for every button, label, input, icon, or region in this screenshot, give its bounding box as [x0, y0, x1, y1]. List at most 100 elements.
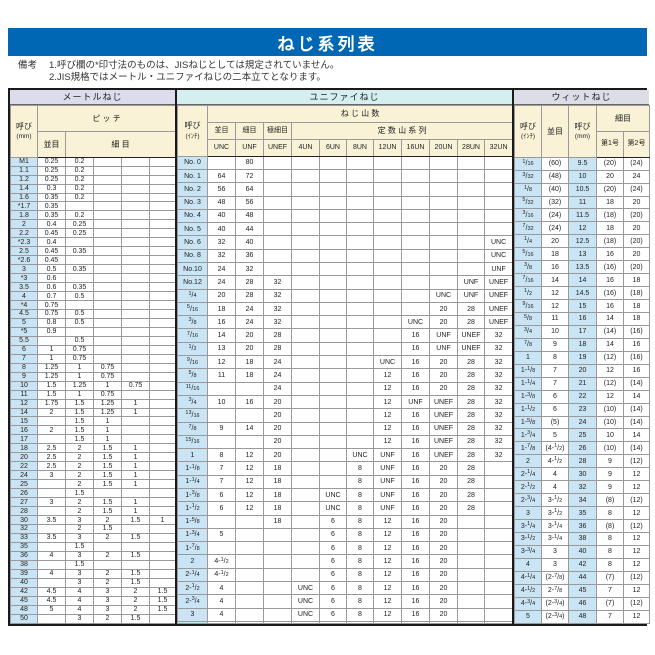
value-cell: 3: [541, 544, 569, 559]
value-cell: [149, 317, 176, 328]
value-cell: [121, 541, 150, 552]
value-cell: [319, 222, 347, 237]
row-group: 30 3.5 3 2 1.5 1 32 2 1.5 33 3.5 3 2 1.5 35 1.5 36 4 3 2 1.5: [10, 515, 176, 561]
designation-cell: 11.5: [568, 208, 597, 223]
value-cell: 18: [235, 368, 264, 383]
row-group: 1-3/4 5 25 10 14 1-7/8 (4-1/2) 26 (10) (14) 2 4-1/2…: [514, 428, 650, 469]
designation-cell: 23: [568, 402, 597, 417]
value-cell: 2: [65, 443, 94, 454]
table-row: 7/32 (24) 12 18 20: [514, 221, 650, 236]
designation-cell: 16: [568, 312, 597, 326]
value-cell: 18: [596, 221, 624, 236]
table-row: 3-1/4 3-1/4 36 (8) (12): [514, 519, 650, 534]
metric-section: メートルねじ 呼び (mm) ピ ッ チ 並目 細 目: [10, 89, 176, 624]
table-row: 2 4-1/2 6 8 12 16 20: [177, 554, 514, 569]
value-cell: UNEF: [457, 328, 485, 343]
value-cell: 9: [541, 337, 569, 352]
value-cell: 12: [235, 448, 264, 463]
value-cell: 3: [541, 557, 569, 572]
table-row: 1-1/4 7 12 18 8 UNF 16 20 28: [177, 474, 514, 489]
value-cell: [346, 421, 374, 436]
designation-cell: 1-5/8: [177, 514, 208, 529]
value-cell: 32: [483, 448, 514, 463]
table-row: 26 1.5: [10, 488, 176, 499]
value-cell: [149, 461, 176, 472]
designation-cell: 1-1/4: [514, 376, 542, 391]
value-cell: [319, 275, 347, 290]
designation-cell: 24: [10, 470, 38, 481]
value-cell: 7: [207, 474, 236, 489]
table-row: 5/8 11 16 14 18: [514, 312, 650, 326]
value-cell: 1.5: [93, 452, 122, 463]
row-group: 1 8 19 (12) (16) 1-1/8 7 20 12 16 1-1/4 7 21 (12) (14): [514, 350, 650, 391]
value-cell: [319, 155, 347, 170]
value-cell: UNF: [457, 275, 485, 290]
table-row: 1-5/8 (5) 24 (10) (14): [514, 415, 650, 430]
table-row: 9 1.25 1 0.75: [10, 371, 176, 382]
value-cell: [207, 381, 236, 396]
value-cell: 2: [93, 577, 122, 588]
value-cell: [93, 273, 122, 284]
value-cell: 24: [235, 315, 264, 330]
value-cell: [483, 514, 514, 529]
designation-cell: 45: [568, 583, 597, 598]
value-cell: 12: [623, 480, 650, 495]
table-row: 11 1.5 1 0.75: [10, 389, 176, 400]
value-cell: [37, 434, 66, 445]
value-cell: [121, 416, 150, 427]
value-cell: 10: [596, 428, 624, 443]
value-cell: 12: [235, 487, 264, 503]
value-cell: 28: [457, 368, 485, 383]
value-cell: 1: [93, 434, 122, 445]
value-cell: [457, 261, 485, 277]
value-cell: [319, 621, 347, 624]
value-cell: [291, 182, 320, 197]
value-cell: 7: [207, 461, 236, 476]
whitworth-table: 呼び (ｲﾝﾁ) 並目 呼び (mm) 細目 第1号 第2号: [514, 104, 650, 624]
value-cell: [149, 524, 176, 534]
designation-cell: 27: [10, 497, 38, 508]
value-cell: 16: [401, 580, 430, 596]
value-cell: [401, 155, 430, 170]
value-cell: 3-1/4: [541, 519, 569, 534]
value-cell: 32: [483, 355, 514, 370]
value-cell: [37, 506, 66, 517]
value-cell: 4: [65, 604, 94, 615]
value-cell: 9: [596, 467, 624, 482]
value-cell: (14): [596, 324, 624, 339]
value-cell: 8: [541, 350, 569, 365]
value-cell: [457, 527, 485, 543]
value-cell: 8: [346, 554, 374, 569]
value-cell: 20: [429, 501, 458, 516]
value-cell: 5: [207, 527, 236, 543]
value-cell: [121, 264, 150, 275]
value-cell: 12: [373, 607, 402, 623]
table-row: 50 3 2 1.5: [10, 613, 176, 624]
table-row: 2-3/4 4 UNC 6 8 12 16 20: [177, 594, 514, 609]
row-group: *1.7 0.35 1.8 0.35 0.2 2 0.4 0.25 2.2 0.45 0.25 *2.…: [10, 201, 176, 248]
value-cell: 3: [65, 515, 94, 526]
value-cell: 12: [623, 557, 650, 572]
unified-threads-header: ね じ 山 数: [206, 104, 514, 123]
value-cell: 1.5: [37, 389, 66, 400]
value-cell: 0.35: [37, 192, 66, 203]
value-cell: [429, 235, 458, 250]
value-cell: [149, 335, 176, 346]
value-cell: [149, 183, 176, 194]
value-cell: 20: [429, 554, 458, 569]
value-cell: 12: [373, 567, 402, 583]
value-cell: 28: [457, 301, 485, 317]
value-cell: 3.5: [37, 515, 66, 526]
designation-cell: 22: [568, 389, 597, 404]
value-cell: (18): [596, 208, 624, 223]
value-cell: 6: [319, 607, 347, 623]
value-cell: UNC: [373, 355, 402, 370]
value-cell: 2: [65, 524, 94, 534]
table-row: 2-1/4 4 30 9 12: [514, 467, 650, 482]
table-row: 22 2.5 2 1.5 1: [10, 461, 176, 472]
un-col-header: 20UN: [429, 138, 458, 157]
value-cell: [121, 300, 150, 310]
value-cell: [149, 380, 176, 391]
value-cell: UNC: [291, 607, 320, 623]
table-row: 25 2 1.5 1: [10, 479, 176, 490]
